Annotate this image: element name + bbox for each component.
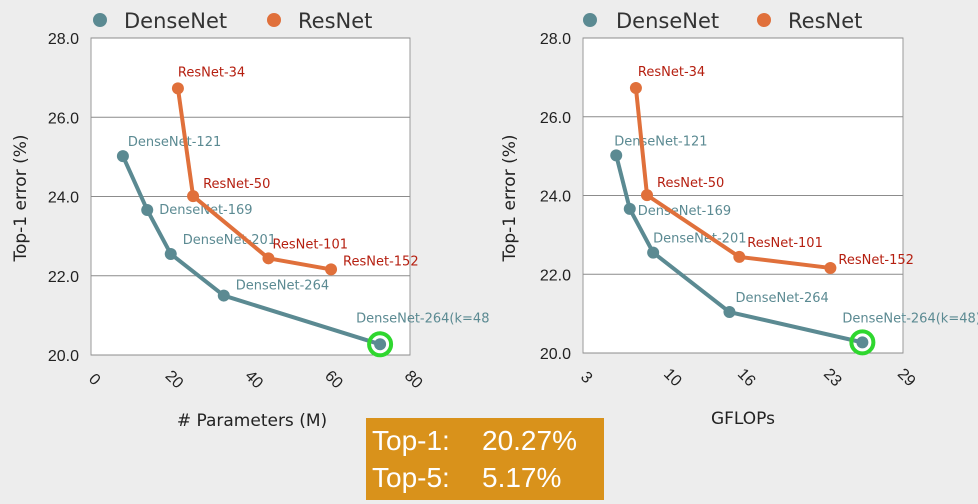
resnet-point: [733, 250, 746, 263]
point-label: DenseNet-201: [183, 233, 276, 248]
x-tick-label: 23: [820, 366, 845, 391]
resnet-line: [633, 87, 831, 270]
accuracy-summary-badge: Top-1: 20.27% Top-5: 5.17%: [366, 418, 604, 500]
point-label: ResNet-101: [747, 236, 823, 251]
densenet-point: [623, 202, 636, 215]
point-label: DenseNet-121: [614, 134, 707, 149]
x-tick-label: 60: [321, 368, 346, 393]
x-tick-label: 16: [734, 366, 759, 391]
params-chart: 20.0 22.0 24.0 26.0 28.0 0 20 40 60 80 # Parameter…: [11, 9, 489, 431]
point-label: DenseNet-169: [159, 203, 252, 218]
top5-value: 5.17%: [482, 462, 562, 493]
y-tick-label: 26.0: [540, 110, 571, 127]
point-label: DenseNet-169: [638, 204, 731, 219]
x-tick-label: 0: [85, 371, 103, 389]
y-tick-label: 20.0: [540, 346, 571, 363]
y-tick-label: 24.0: [48, 190, 79, 207]
x-tick-label: 3: [577, 369, 595, 387]
resnet-line: [175, 88, 332, 272]
legend-marker-densenet: [93, 13, 107, 27]
legend-label-resnet: ResNet: [298, 9, 372, 33]
gflops-chart: 20.0 22.0 24.0 26.0 28.0 3 10 16 23 29 GFLOPs Top-1…: [500, 9, 978, 429]
densenet-point: [164, 247, 177, 260]
point-label: DenseNet-264: [735, 291, 828, 306]
point-label: ResNet-50: [657, 176, 724, 191]
resnet-point: [262, 252, 275, 265]
x-axis-title: GFLOPs: [711, 409, 775, 429]
best-model-highlight-ring: [367, 331, 394, 358]
y-axis-title: Top-1 error (%): [500, 134, 520, 262]
point-label: ResNet-50: [203, 177, 270, 192]
legend-marker-resnet: [757, 13, 771, 27]
point-label: DenseNet-264(k=48): [356, 311, 489, 326]
x-tick-label: 29: [894, 366, 919, 391]
densenet-point: [610, 149, 623, 162]
point-label: ResNet-34: [178, 65, 245, 80]
point-label: ResNet-152: [838, 253, 914, 268]
densenet-point: [723, 306, 736, 319]
point-label: ResNet-152: [343, 254, 419, 269]
point-label: DenseNet-201: [653, 232, 746, 247]
resnet-point: [629, 82, 642, 95]
x-tick-label: 40: [241, 368, 266, 393]
top5-label: Top-5:: [372, 462, 450, 493]
x-tick-label: 80: [401, 368, 426, 393]
densenet-point: [647, 246, 660, 259]
legend-label-densenet: DenseNet: [616, 9, 719, 33]
legend-label-densenet: DenseNet: [124, 9, 227, 33]
top5-row: Top-5: 5.17%: [372, 459, 604, 496]
top1-value: 20.27%: [482, 425, 577, 456]
y-tick-label: 20.0: [48, 348, 79, 365]
densenet-point: [217, 289, 230, 302]
densenet-point: [116, 150, 129, 163]
y-tick-label: 26.0: [48, 110, 79, 127]
densenet-point: [141, 203, 154, 216]
point-label: ResNet-101: [272, 237, 348, 252]
legend-marker-resnet: [267, 13, 281, 27]
x-axis-title: # Parameters (M): [177, 411, 327, 431]
resnet-point: [187, 190, 200, 203]
y-tick-label: 24.0: [540, 189, 571, 206]
y-axis-title: Top-1 error (%): [11, 134, 31, 262]
point-label: DenseNet-264(k=48): [842, 311, 978, 326]
top1-row: Top-1: 20.27%: [372, 422, 604, 459]
y-tick-label: 22.0: [48, 269, 79, 286]
densenet-point: [856, 336, 869, 349]
y-tick-label: 22.0: [540, 267, 571, 284]
resnet-point: [171, 82, 184, 95]
top1-label: Top-1:: [372, 425, 450, 456]
y-tick-label: 28.0: [48, 31, 79, 48]
densenet-point: [374, 338, 387, 351]
legend-label-resnet: ResNet: [788, 9, 862, 33]
point-label: DenseNet-121: [128, 135, 221, 150]
best-model-highlight-ring: [849, 329, 876, 356]
x-tick-label: 20: [162, 368, 187, 393]
resnet-point: [824, 261, 837, 274]
y-tick-label: 28.0: [540, 31, 571, 48]
legend-marker-densenet: [583, 13, 597, 27]
resnet-point: [641, 189, 653, 202]
point-label: DenseNet-264: [236, 279, 329, 294]
x-tick-label: 10: [660, 366, 685, 391]
resnet-point: [325, 263, 338, 276]
point-label: ResNet-34: [638, 65, 705, 80]
